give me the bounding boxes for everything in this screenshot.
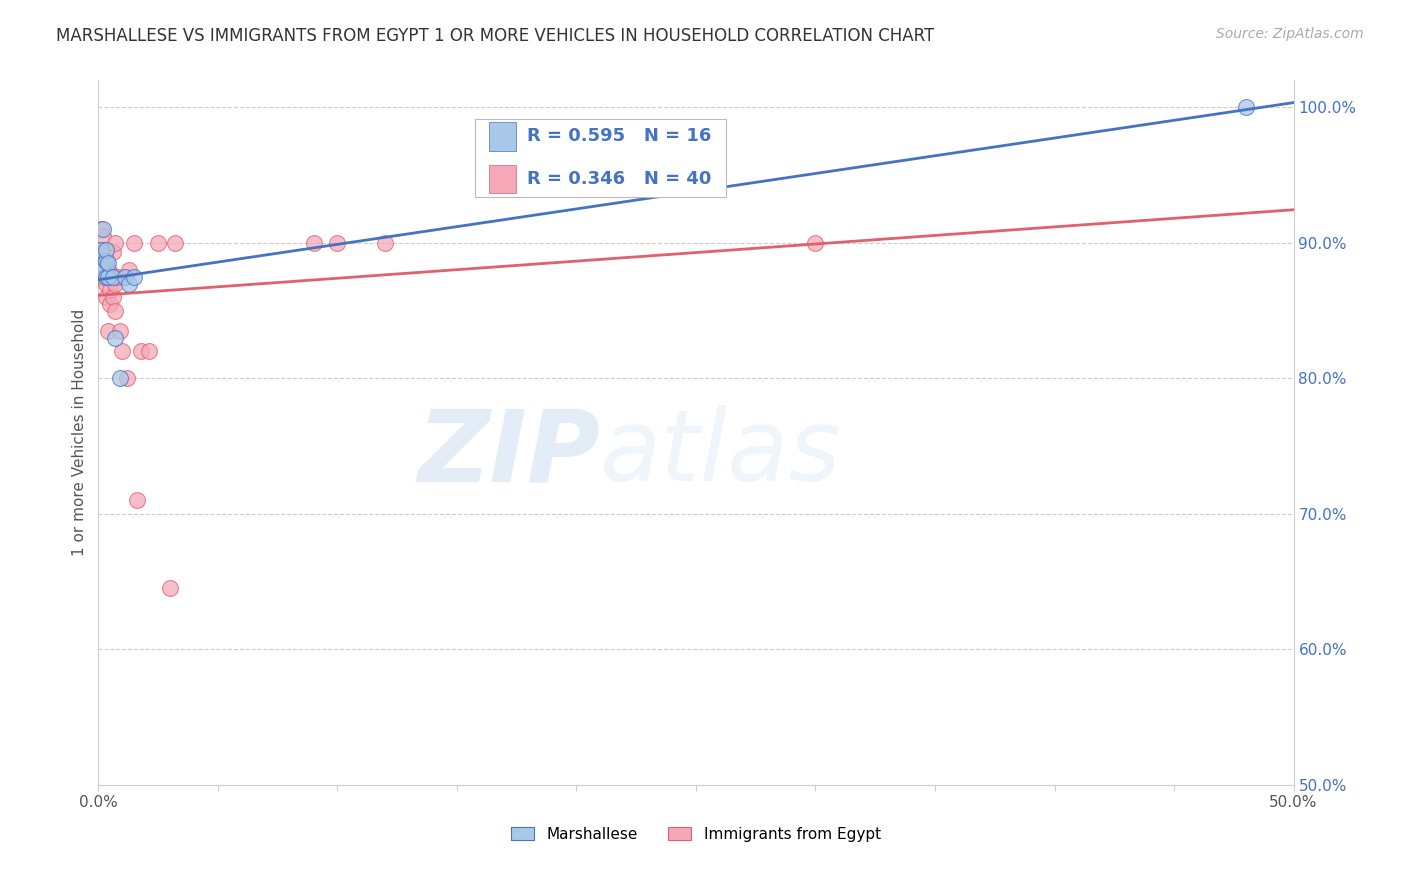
Point (124, 235, 146, 250)
Point (131, 344, 153, 359)
Point (97, 269, 120, 284)
Text: MARSHALLESE VS IMMIGRANTS FROM EGYPT 1 OR MORE VEHICLES IN HOUSEHOLD CORRELATION: MARSHALLESE VS IMMIGRANTS FROM EGYPT 1 O… (56, 27, 935, 45)
Point (101, 269, 124, 284)
Point (104, 331, 127, 345)
Point (118, 263, 141, 277)
Point (111, 344, 134, 359)
Point (138, 344, 160, 359)
Point (91, 259, 114, 273)
Point (108, 324, 131, 338)
Point (91, 263, 114, 277)
Point (118, 277, 141, 291)
Point (91, 245, 114, 260)
FancyBboxPatch shape (489, 165, 516, 194)
Point (104, 303, 127, 318)
Point (148, 235, 170, 250)
Point (97, 263, 120, 277)
Point (114, 269, 136, 284)
Point (326, 235, 349, 250)
Point (302, 235, 325, 250)
Point (91, 222, 114, 236)
Point (101, 290, 124, 304)
Point (94, 290, 117, 304)
Point (91, 229, 114, 244)
Point (104, 277, 127, 291)
Point (101, 245, 124, 260)
FancyBboxPatch shape (475, 119, 725, 196)
Point (97, 324, 120, 338)
Point (94, 256, 117, 270)
Point (97, 256, 120, 270)
Point (115, 371, 138, 385)
Text: ZIP: ZIP (418, 405, 600, 502)
Point (125, 493, 148, 508)
Point (804, 235, 827, 250)
Point (90, 263, 112, 277)
Point (108, 371, 131, 385)
Point (163, 235, 186, 250)
Text: Source: ZipAtlas.com: Source: ZipAtlas.com (1216, 27, 1364, 41)
Point (98, 297, 122, 311)
Y-axis label: 1 or more Vehicles in Household: 1 or more Vehicles in Household (72, 309, 87, 557)
Point (90, 243, 112, 257)
Point (1234, 100, 1257, 114)
Legend: Marshallese, Immigrants from Egypt: Marshallese, Immigrants from Egypt (505, 821, 887, 847)
Point (90, 256, 112, 270)
Point (98, 266, 122, 280)
Point (90, 222, 112, 236)
Point (159, 582, 181, 596)
FancyBboxPatch shape (489, 122, 516, 151)
Point (104, 235, 127, 250)
Point (91, 269, 114, 284)
Point (114, 269, 136, 284)
Text: R = 0.595   N = 16: R = 0.595 N = 16 (527, 128, 711, 145)
Point (90, 243, 112, 257)
Text: atlas: atlas (600, 405, 842, 502)
Point (94, 243, 117, 257)
Text: R = 0.346   N = 40: R = 0.346 N = 40 (527, 170, 711, 188)
Point (98, 283, 122, 297)
Point (374, 235, 396, 250)
Point (94, 277, 117, 291)
Point (107, 269, 129, 284)
Point (94, 243, 117, 257)
Point (94, 253, 117, 268)
Point (94, 269, 117, 284)
Point (101, 269, 124, 284)
Point (90, 269, 112, 284)
Point (124, 269, 146, 284)
